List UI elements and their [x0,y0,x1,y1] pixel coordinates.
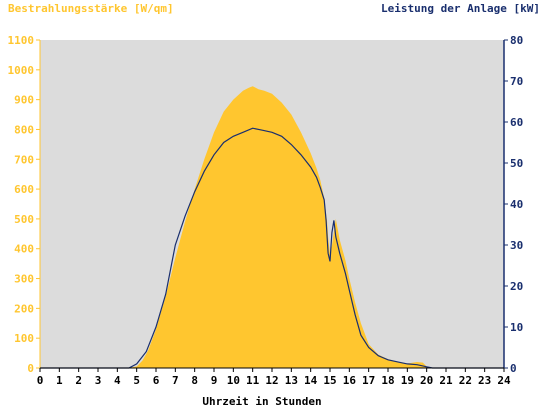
x-tick-label: 11 [246,374,260,387]
axis-layer: 0100200300400500600700800900100011000102… [8,34,524,387]
left-tick-label: 500 [14,213,34,226]
x-tick-label: 6 [153,374,160,387]
series-layer [40,86,504,369]
left-tick-label: 1000 [8,64,35,77]
x-tick-label: 21 [439,374,453,387]
left-tick-label: 300 [14,273,34,286]
x-tick-label: 12 [265,374,278,387]
left-tick-label: 100 [14,332,34,345]
x-axis-label: Uhrzeit in Stunden [202,395,321,408]
right-tick-label: 80 [510,34,523,47]
irradiance-area [40,86,504,368]
x-tick-label: 5 [133,374,140,387]
right-tick-label: 40 [510,198,523,211]
x-tick-label: 0 [37,374,44,387]
power-line [40,127,504,369]
x-tick-label: 14 [304,374,318,387]
x-tick-label: 7 [172,374,179,387]
x-tick-label: 10 [227,374,240,387]
left-tick-label: 800 [14,123,34,136]
right-tick-label: 0 [510,362,517,375]
x-tick-label: 22 [459,374,472,387]
left-tick-label: 700 [14,153,34,166]
right-tick-label: 50 [510,157,523,170]
x-tick-label: 1 [56,374,63,387]
x-tick-label: 18 [381,374,394,387]
right-tick-label: 30 [510,239,523,252]
left-tick-label: 1100 [8,34,35,47]
x-tick-label: 16 [343,374,357,387]
right-axis-title: Leistung der Anlage [kW] [381,2,540,15]
right-tick-label: 10 [510,321,523,334]
x-tick-label: 4 [114,374,121,387]
x-tick-label: 2 [75,374,82,387]
x-tick-label: 24 [497,374,511,387]
x-tick-label: 17 [362,374,375,387]
x-tick-label: 9 [211,374,218,387]
left-tick-label: 600 [14,183,34,196]
x-tick-label: 23 [478,374,491,387]
x-tick-label: 13 [285,374,298,387]
right-tick-label: 70 [510,75,523,88]
right-tick-label: 60 [510,116,523,129]
x-tick-label: 19 [401,374,414,387]
x-tick-label: 15 [323,374,336,387]
right-tick-label: 20 [510,280,523,293]
left-tick-label: 0 [27,362,34,375]
x-tick-label: 20 [420,374,433,387]
left-tick-label: 400 [14,243,34,256]
left-tick-label: 200 [14,302,34,315]
left-axis-title: Bestrahlungsstärke [W/qm] [8,2,174,15]
x-tick-label: 8 [191,374,198,387]
left-tick-label: 900 [14,94,34,107]
x-tick-label: 3 [95,374,102,387]
